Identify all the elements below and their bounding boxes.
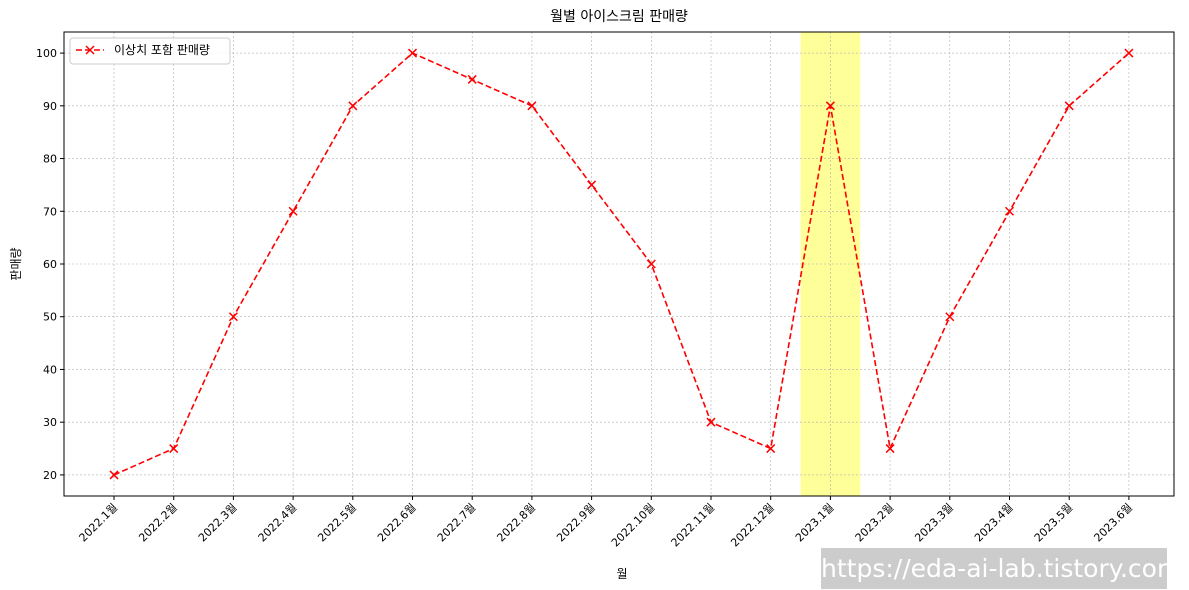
y-tick-label: 20 <box>43 469 57 482</box>
legend-box <box>69 37 231 65</box>
series-line <box>113 52 1130 476</box>
y-tick-label: 100 <box>36 47 57 60</box>
data-point-marker <box>407 48 418 58</box>
data-point-marker <box>288 206 298 216</box>
y-axis-label: 판매량 <box>9 247 23 280</box>
data-point-marker <box>228 312 238 322</box>
y-tick-label: 90 <box>43 100 57 113</box>
data-point-marker <box>646 259 656 269</box>
x-axis-label: 월 <box>616 567 627 581</box>
legend: 이상치 포함 판매량 <box>69 37 231 65</box>
data-point-marker <box>1004 206 1015 216</box>
data-point-marker <box>706 417 716 427</box>
chart-title: 월별 아이스크림 판매량 <box>550 9 688 25</box>
watermark: https://eda-ai-lab.tistory.com <box>821 548 1167 589</box>
data-point-marker <box>1124 48 1134 58</box>
data-point-marker <box>109 470 119 480</box>
data-point-marker <box>1064 101 1074 111</box>
legend-series-label: 이상치 포함 판매량 <box>114 43 210 57</box>
y-tick-label: 60 <box>43 258 57 271</box>
y-tick-label: 40 <box>43 363 57 376</box>
legend-marker-icon <box>85 45 95 55</box>
data-point-marker <box>587 180 597 190</box>
y-tick-label: 80 <box>43 153 57 166</box>
y-tick-label: 70 <box>43 205 57 218</box>
y-tick-label: 30 <box>43 416 57 429</box>
data-point-marker <box>169 444 179 454</box>
data-point-marker <box>527 101 537 111</box>
data-point-marker <box>348 101 358 111</box>
data-point-marker <box>885 444 895 454</box>
data-point-marker <box>467 74 477 84</box>
y-tick-label: 50 <box>43 311 57 324</box>
data-point-marker <box>945 312 955 322</box>
data-point-marker <box>825 101 835 111</box>
data-point-marker <box>766 444 776 454</box>
